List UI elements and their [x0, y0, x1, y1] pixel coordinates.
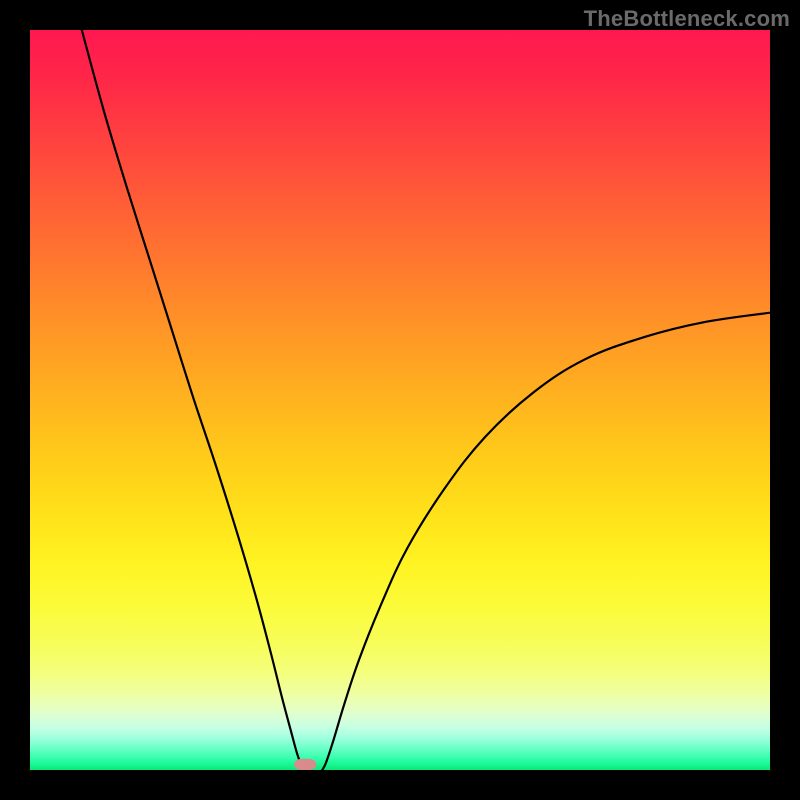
gradient-background [30, 30, 770, 770]
bottleneck-chart [0, 0, 800, 800]
chart-frame: TheBottleneck.com [0, 0, 800, 800]
watermark-text: TheBottleneck.com [584, 6, 790, 32]
optimal-point-marker [294, 759, 316, 770]
